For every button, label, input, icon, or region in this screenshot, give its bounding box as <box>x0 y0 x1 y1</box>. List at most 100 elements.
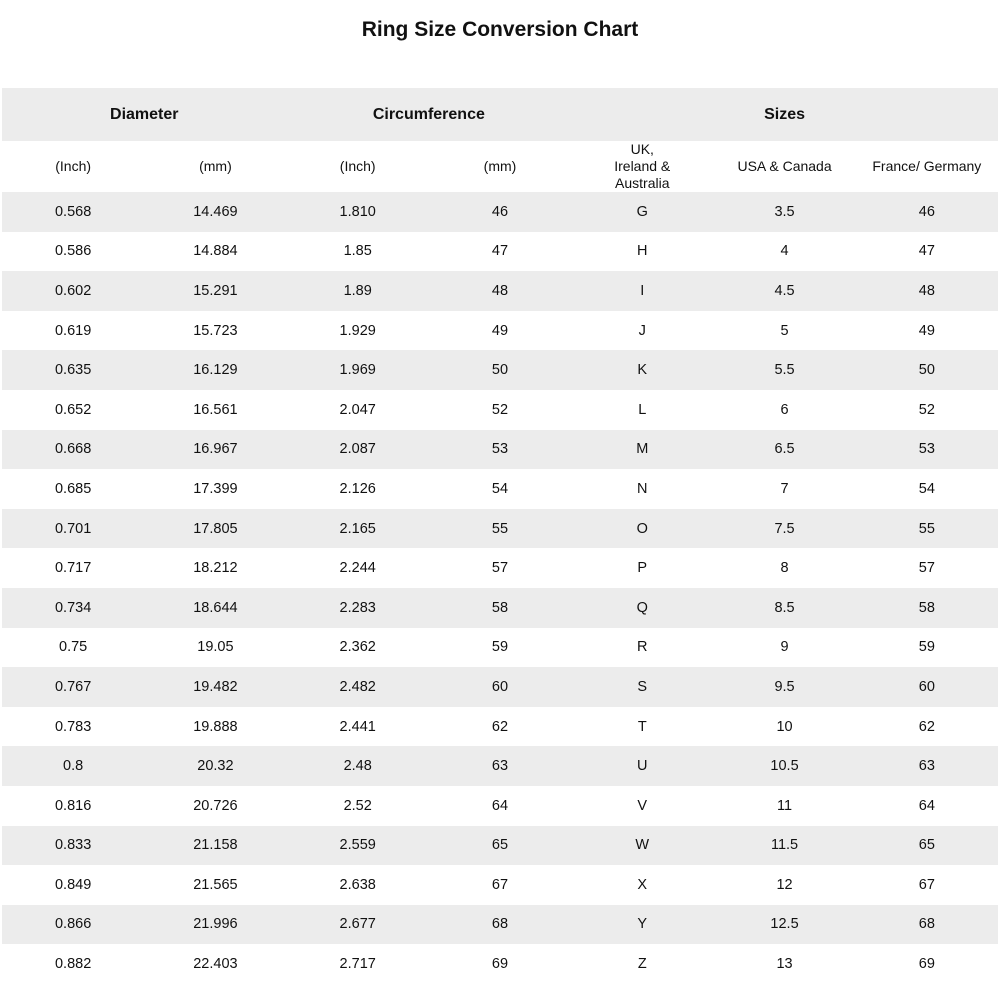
table-row: 0.685 17.399 2.126 54 N 7 54 <box>2 469 998 509</box>
table-cell: 21.158 <box>144 825 287 866</box>
table-cell: 68 <box>428 904 572 945</box>
table-cell: 50 <box>428 350 572 390</box>
table-cell: 46 <box>855 192 998 232</box>
table-cell: 0.652 <box>54 401 92 418</box>
table-cell: 0.685 <box>54 480 92 497</box>
table-cell: 9.5 <box>713 667 856 707</box>
table-cell: 69 <box>491 956 509 973</box>
table-cell: 14.884 <box>193 243 238 260</box>
table-cell: 21.996 <box>144 904 287 945</box>
table-cell: 12 <box>776 876 793 893</box>
table-cell: 6.5 <box>713 429 856 470</box>
table-cell: 15.723 <box>193 322 238 339</box>
table-cell: 20.32 <box>144 746 287 786</box>
page-title: Ring Size Conversion Chart <box>361 18 639 41</box>
table-cell: 0.783 <box>54 718 92 735</box>
table-cell: 65 <box>428 825 572 866</box>
table-cell: 2.717 <box>339 956 376 973</box>
table-cell: 59 <box>918 639 935 656</box>
header-diameter: Diameter <box>2 88 287 141</box>
sub-header-cell: (mm) <box>144 141 287 192</box>
table-cell: Y <box>571 904 714 945</box>
table-cell: 1.929 <box>339 322 376 339</box>
table-cell: 2.441 <box>339 718 376 735</box>
table-cell: 17.805 <box>144 508 287 549</box>
table-row: 0.866 21.996 2.677 68 Y 12.5 68 <box>2 904 998 945</box>
table-cell: 16.561 <box>193 401 238 418</box>
table-cell: W <box>571 825 714 866</box>
table-cell: 52 <box>491 401 509 418</box>
table-cell: 18.644 <box>144 587 287 628</box>
table-cell: 14.469 <box>144 192 287 232</box>
table-cell: V <box>637 797 648 814</box>
table-cell: 55 <box>428 508 572 549</box>
header-sizes: Sizes <box>571 88 998 141</box>
sub-header-cell: (Inch) <box>286 141 429 192</box>
table-cell: 47 <box>491 243 509 260</box>
table-cell: 13 <box>776 956 793 973</box>
table-cell: 0.833 <box>2 825 145 866</box>
table-cell: 0.701 <box>2 508 145 549</box>
table-cell: 57 <box>491 560 509 577</box>
table-cell: 9 <box>780 639 789 656</box>
table-cell: 62 <box>918 718 935 735</box>
table-row: 0.849 21.565 2.638 67 X 12 67 <box>2 865 998 905</box>
table-cell: 60 <box>428 667 572 707</box>
table-row: 0.816 20.726 2.52 64 V 11 64 <box>2 786 998 826</box>
table-cell: 54 <box>918 480 935 497</box>
table-cell: M <box>571 429 714 470</box>
table-row: 0.701 17.805 2.165 55 O 7.5 55 <box>2 508 998 549</box>
sub-header-row: (Inch) (mm) (Inch) (mm) UK, Ireland & Austra… <box>2 141 998 192</box>
table-cell: 58 <box>428 587 572 628</box>
table-cell: 2.482 <box>286 667 429 707</box>
table-cell: 10 <box>776 718 793 735</box>
table-cell: 5.5 <box>713 350 856 390</box>
table-cell: 67 <box>491 876 509 893</box>
table-cell: 15.291 <box>144 271 287 311</box>
table-cell: U <box>571 746 714 786</box>
table-cell: O <box>571 508 714 549</box>
table-cell: 0.75 <box>59 639 88 656</box>
table-cell: I <box>571 271 714 311</box>
table-cell: 0.586 <box>54 243 92 260</box>
table-cell: 49 <box>918 322 935 339</box>
table-row: 0.717 18.212 2.244 57 P 8 57 <box>2 548 998 588</box>
table-row: 0.734 18.644 2.283 58 Q 8.5 58 <box>2 587 998 628</box>
table-cell: 0.717 <box>54 560 92 577</box>
table-row: 0.767 19.482 2.482 60 S 9.5 60 <box>2 667 998 707</box>
table-cell: 6 <box>780 401 789 418</box>
table-cell: 3.5 <box>713 192 856 232</box>
table-cell: 55 <box>855 508 998 549</box>
table-cell: X <box>637 876 648 893</box>
table-cell: 53 <box>428 429 572 470</box>
table-row: 0.783 19.888 2.441 62 T 10 62 <box>2 707 998 747</box>
table-cell: 63 <box>428 746 572 786</box>
table-cell: 2.362 <box>339 639 376 656</box>
table-cell: 54 <box>491 480 509 497</box>
sub-header-cell: USA & Canada <box>713 141 856 192</box>
table-cell: 62 <box>491 718 509 735</box>
sub-header-cell: France/ Germany <box>855 141 998 192</box>
table-cell: 46 <box>428 192 572 232</box>
table-cell: G <box>571 192 714 232</box>
table-cell: 2.638 <box>339 876 376 893</box>
table-cell: 17.399 <box>193 480 238 497</box>
table-cell: 2.677 <box>286 904 429 945</box>
table-cell: 2.047 <box>339 401 376 418</box>
table-cell: H <box>637 243 648 260</box>
table-cell: 7 <box>780 480 789 497</box>
table-row: 0.75 19.05 2.362 59 R 9 59 <box>2 628 998 668</box>
table-cell: T <box>637 718 647 735</box>
table-cell: 21.565 <box>193 876 238 893</box>
table-cell: 0.635 <box>2 350 145 390</box>
table-cell: 10.5 <box>713 746 856 786</box>
table-cell: 20.726 <box>193 797 238 814</box>
table-cell: K <box>571 350 714 390</box>
table-cell: R <box>637 639 648 656</box>
table-row: 0.586 14.884 1.85 47 H 4 47 <box>2 232 998 272</box>
table-cell: 1.85 <box>343 243 372 260</box>
table-cell: L <box>638 401 647 418</box>
table-cell: 0.602 <box>2 271 145 311</box>
table-cell: J <box>638 322 646 339</box>
header-circumference: Circumference <box>286 88 572 141</box>
